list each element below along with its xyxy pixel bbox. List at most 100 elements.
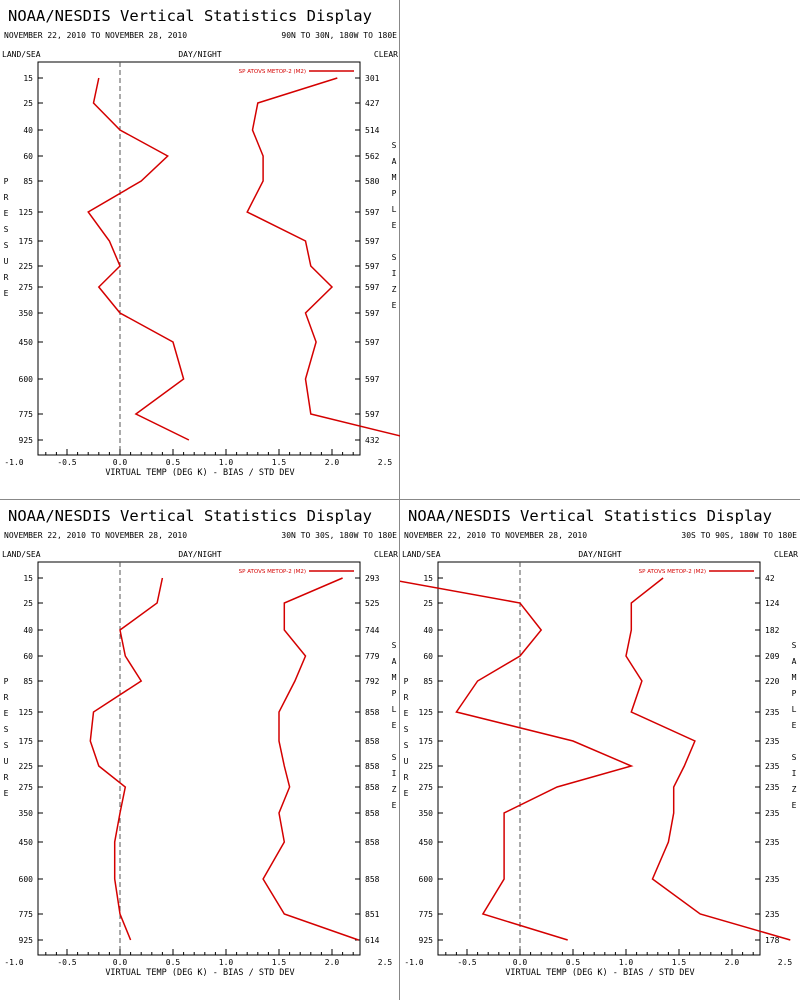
pressure-tick-label: 175 xyxy=(419,737,434,746)
chart-title: NOAA/NESDIS Vertical Statistics Display xyxy=(8,507,372,525)
pressure-tick-label: 600 xyxy=(419,875,434,884)
pressure-tick-label: 175 xyxy=(19,237,34,246)
sample-size-label: 597 xyxy=(365,338,380,347)
pressure-tick-label: 600 xyxy=(19,875,34,884)
x-tick-label: 1.0 xyxy=(619,958,634,967)
sample-size-label: 235 xyxy=(765,762,780,771)
pressure-tick-label: 85 xyxy=(423,677,433,686)
sample-size-label: 597 xyxy=(365,208,380,217)
clear-label: CLEAR xyxy=(374,550,398,559)
date-range: NOVEMBER 22, 2010 TO NOVEMBER 28, 2010 xyxy=(4,531,187,540)
sample-size-label: 514 xyxy=(365,126,380,135)
region-label: 90N TO 30N, 180W TO 180E xyxy=(281,31,397,40)
pressure-tick-label: 85 xyxy=(23,177,33,186)
sample-size-label: 235 xyxy=(765,875,780,884)
pressure-tick-label: 125 xyxy=(19,208,34,217)
date-range: NOVEMBER 22, 2010 TO NOVEMBER 28, 2010 xyxy=(4,31,187,40)
pressure-tick-label: 450 xyxy=(19,838,34,847)
sample-size-label: 301 xyxy=(365,74,380,83)
chart-svg-2: NOAA/NESDIS Vertical Statistics Display N… xyxy=(2,507,398,978)
day-night-label: DAY/NIGHT xyxy=(178,50,222,59)
land-sea-label: LAND/SEA xyxy=(2,550,41,559)
region-label: 30N TO 30S, 180W TO 180E xyxy=(281,531,397,540)
legend-label: SP ATOVS METOP-2 (M2) xyxy=(239,569,306,575)
sample-size-label: 858 xyxy=(365,737,380,746)
bias-line xyxy=(400,580,634,941)
x-tick-label: 1.5 xyxy=(272,458,287,467)
chart-title: NOAA/NESDIS Vertical Statistics Display xyxy=(408,507,772,525)
pressure-tick-label: 775 xyxy=(419,910,434,919)
pressure-tick-label: 125 xyxy=(19,708,34,717)
pressure-tick-label: 15 xyxy=(423,574,433,583)
pressure-tick-label: 925 xyxy=(419,936,434,945)
x-tick-label: 1.0 xyxy=(219,458,234,467)
x-tick-label: 2.0 xyxy=(725,958,740,967)
sample-size-label: 235 xyxy=(765,783,780,792)
x-tick-label: 1.5 xyxy=(672,958,687,967)
sample-size-label: 235 xyxy=(765,838,780,847)
pressure-tick-label: 25 xyxy=(23,599,33,608)
pressure-tick-label: 450 xyxy=(419,838,434,847)
x-tick-label: -1.0 xyxy=(404,958,423,967)
sample-size-label: 744 xyxy=(365,626,380,635)
sample-size-label: 178 xyxy=(765,936,780,945)
pressure-tick-label: 775 xyxy=(19,910,34,919)
pressure-tick-label: 225 xyxy=(19,262,34,271)
sample-size-label: 597 xyxy=(365,262,380,271)
x-axis-label: VIRTUAL TEMP (DEG K) - BIAS / STD DEV xyxy=(105,468,294,478)
sample-size-label: 525 xyxy=(365,599,380,608)
sample-size-label: 851 xyxy=(365,910,380,919)
pressure-tick-label: 60 xyxy=(23,652,33,661)
pressure-tick-label: 275 xyxy=(19,783,34,792)
pressure-tick-label: 275 xyxy=(19,283,34,292)
sample-size-label: 597 xyxy=(365,283,380,292)
date-range: NOVEMBER 22, 2010 TO NOVEMBER 28, 2010 xyxy=(404,531,587,540)
sample-size-label: 562 xyxy=(365,152,380,161)
x-tick-label: 2.0 xyxy=(325,458,340,467)
chart-panel-30n-30s: NOAA/NESDIS Vertical Statistics Display N… xyxy=(0,500,400,1000)
pressure-tick-label: 15 xyxy=(23,574,33,583)
sample-size-label: 580 xyxy=(365,177,380,186)
pressure-tick-label: 600 xyxy=(19,375,34,384)
x-tick-label: 2.0 xyxy=(325,958,340,967)
sample-size-label: 220 xyxy=(765,677,780,686)
pressure-tick-label: 225 xyxy=(19,762,34,771)
horizontal-divider xyxy=(0,499,800,500)
pressure-tick-label: 925 xyxy=(19,436,34,445)
pressure-tick-label: 350 xyxy=(419,809,434,818)
std-dev-line xyxy=(625,577,791,941)
x-tick-label: -1.0 xyxy=(4,458,23,467)
std-dev-line xyxy=(262,577,359,941)
sample-size-label: 235 xyxy=(765,809,780,818)
sample-size-label: 293 xyxy=(365,574,380,583)
pressure-tick-label: 350 xyxy=(19,809,34,818)
day-night-label: DAY/NIGHT xyxy=(578,550,622,559)
pressure-tick-label: 25 xyxy=(23,99,33,108)
x-tick-label: 0.0 xyxy=(113,458,128,467)
chart-panel-90n-30n: NOAA/NESDIS Vertical Statistics Display N… xyxy=(0,0,400,500)
pressure-tick-label: 15 xyxy=(23,74,33,83)
sample-size-label: 792 xyxy=(365,677,380,686)
x-tick-label: 2.5 xyxy=(378,958,393,967)
pressure-tick-label: 40 xyxy=(423,626,433,635)
pressure-tick-label: 40 xyxy=(23,626,33,635)
sample-size-label: 42 xyxy=(765,574,775,583)
clear-label: CLEAR xyxy=(774,550,798,559)
x-tick-label: 0.0 xyxy=(113,958,128,967)
chart-svg-3: NOAA/NESDIS Vertical Statistics Display N… xyxy=(400,507,798,978)
sample-size-label: 235 xyxy=(765,708,780,717)
bias-line xyxy=(87,77,190,441)
pressure-tick-label: 125 xyxy=(419,708,434,717)
sample-size-label: 597 xyxy=(365,309,380,318)
sample-size-label: 858 xyxy=(365,875,380,884)
x-tick-label: -0.5 xyxy=(57,458,76,467)
x-axis-label: VIRTUAL TEMP (DEG K) - BIAS / STD DEV xyxy=(505,968,694,978)
legend-label: SP ATOVS METOP-2 (M2) xyxy=(239,69,306,75)
pressure-tick-label: 60 xyxy=(423,652,433,661)
pressure-tick-label: 175 xyxy=(19,737,34,746)
pressure-tick-label: 275 xyxy=(419,783,434,792)
chart-svg-1: NOAA/NESDIS Vertical Statistics Display N… xyxy=(2,7,400,478)
sample-size-label: 209 xyxy=(765,652,780,661)
